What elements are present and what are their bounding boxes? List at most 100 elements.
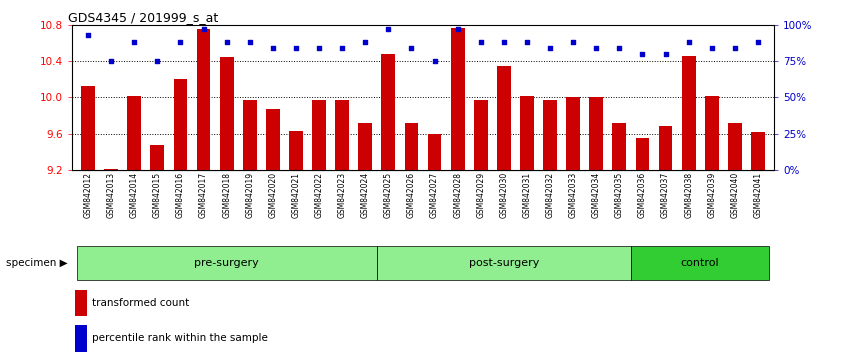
Point — [520, 39, 534, 45]
Bar — [382, 54, 395, 170]
Text: GSM842038: GSM842038 — [684, 172, 693, 218]
Bar — [497, 65, 511, 170]
Point — [474, 39, 487, 45]
Point — [266, 45, 280, 51]
Text: GSM842017: GSM842017 — [199, 172, 208, 218]
Bar — [451, 28, 464, 170]
Text: control: control — [681, 258, 719, 268]
Point — [705, 45, 718, 51]
Point — [451, 26, 464, 32]
Bar — [104, 169, 118, 170]
Text: GSM842014: GSM842014 — [129, 172, 139, 218]
Point — [404, 45, 418, 51]
Bar — [474, 100, 487, 170]
Point — [312, 45, 326, 51]
Text: GSM842024: GSM842024 — [360, 172, 370, 218]
Text: GSM842039: GSM842039 — [707, 172, 717, 218]
Text: GSM842032: GSM842032 — [546, 172, 554, 218]
Point — [751, 39, 765, 45]
Bar — [427, 133, 442, 170]
Text: GSM842019: GSM842019 — [245, 172, 255, 218]
Text: GSM842029: GSM842029 — [476, 172, 486, 218]
Point — [566, 39, 580, 45]
Bar — [404, 123, 419, 170]
Bar — [359, 123, 372, 170]
Text: GSM842027: GSM842027 — [430, 172, 439, 218]
Text: GSM842023: GSM842023 — [338, 172, 347, 218]
Bar — [590, 97, 603, 170]
Bar — [196, 29, 211, 170]
Bar — [520, 96, 534, 170]
Text: GSM842025: GSM842025 — [384, 172, 393, 218]
Bar — [173, 79, 188, 170]
Point — [613, 45, 626, 51]
Point — [151, 58, 164, 64]
Point — [635, 51, 649, 57]
Text: GSM842041: GSM842041 — [754, 172, 762, 218]
Point — [81, 32, 95, 38]
Bar — [128, 96, 141, 170]
Bar — [335, 100, 349, 170]
Bar — [289, 131, 303, 170]
Bar — [151, 144, 164, 170]
Text: GSM842015: GSM842015 — [153, 172, 162, 218]
Text: specimen ▶: specimen ▶ — [6, 258, 68, 268]
Point — [682, 39, 695, 45]
Point — [428, 58, 442, 64]
Text: GSM842016: GSM842016 — [176, 172, 185, 218]
Text: transformed count: transformed count — [92, 298, 190, 308]
Bar — [220, 57, 233, 170]
Text: post-surgery: post-surgery — [469, 258, 539, 268]
Bar — [728, 123, 742, 170]
Text: GSM842036: GSM842036 — [638, 172, 647, 218]
Text: pre-surgery: pre-surgery — [195, 258, 259, 268]
Text: GSM842026: GSM842026 — [407, 172, 416, 218]
Bar — [312, 100, 326, 170]
Text: GSM842012: GSM842012 — [84, 172, 92, 218]
Bar — [705, 96, 718, 170]
Point — [128, 39, 141, 45]
Bar — [566, 97, 580, 170]
Text: percentile rank within the sample: percentile rank within the sample — [92, 333, 268, 343]
Bar — [81, 86, 95, 170]
Point — [289, 45, 303, 51]
Point — [497, 39, 511, 45]
Text: GSM842013: GSM842013 — [107, 172, 116, 218]
Text: GSM842031: GSM842031 — [523, 172, 531, 218]
Point — [197, 26, 211, 32]
Text: GSM842035: GSM842035 — [615, 172, 624, 218]
Point — [590, 45, 603, 51]
Bar — [75, 290, 86, 316]
Text: GSM842037: GSM842037 — [661, 172, 670, 218]
Point — [243, 39, 256, 45]
Text: GSM842040: GSM842040 — [730, 172, 739, 218]
Text: GSM842030: GSM842030 — [499, 172, 508, 218]
Bar — [613, 123, 626, 170]
Text: GSM842028: GSM842028 — [453, 172, 462, 218]
Text: GSM842034: GSM842034 — [591, 172, 601, 218]
Bar — [266, 109, 280, 170]
Point — [728, 45, 742, 51]
Point — [382, 26, 395, 32]
Point — [543, 45, 557, 51]
Text: GSM842021: GSM842021 — [292, 172, 300, 218]
Bar — [635, 138, 650, 170]
Bar — [658, 126, 673, 170]
Bar — [751, 132, 765, 170]
Point — [659, 51, 673, 57]
Point — [173, 39, 187, 45]
Text: GSM842033: GSM842033 — [569, 172, 578, 218]
Point — [220, 39, 233, 45]
Point — [335, 45, 349, 51]
Point — [104, 58, 118, 64]
Bar — [543, 100, 557, 170]
Bar — [682, 56, 695, 170]
Bar — [75, 325, 86, 352]
Bar — [243, 100, 256, 170]
Bar — [631, 246, 770, 280]
Text: GSM842018: GSM842018 — [222, 172, 231, 218]
Point — [359, 39, 372, 45]
Bar — [376, 246, 631, 280]
Bar — [76, 246, 376, 280]
Text: GSM842022: GSM842022 — [315, 172, 323, 218]
